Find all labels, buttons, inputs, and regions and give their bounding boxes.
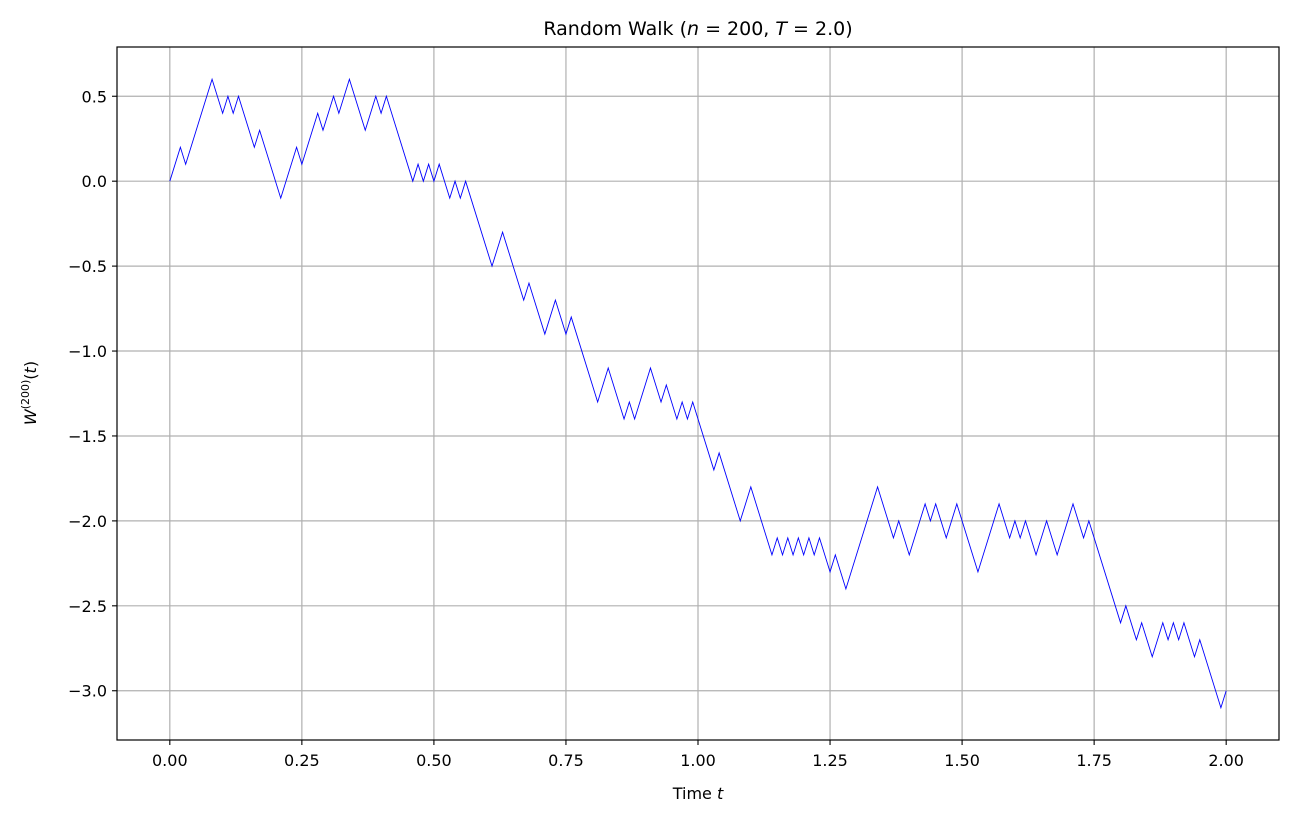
x-axis-ticks: 0.00 0.25 0.50 0.75 1.00 1.25 1.50 1.75 2.00	[152, 740, 1244, 770]
x-axis-label: Time t	[672, 784, 724, 803]
x-tick-label: 0.75	[548, 751, 584, 770]
y-tick-label: −2.0	[68, 512, 107, 531]
x-tick-label: 1.25	[812, 751, 848, 770]
chart-title: Random Walk (n = 200, T = 2.0)	[543, 18, 852, 40]
y-axis-label: W(200)(t)	[19, 361, 40, 425]
grid-lines	[117, 47, 1279, 740]
x-tick-label: 2.00	[1208, 751, 1244, 770]
series-layer	[169, 77, 1227, 710]
x-tick-label: 0.50	[416, 751, 452, 770]
x-tick-label: 1.50	[944, 751, 980, 770]
y-axis-ticks: 0.5 0.0 −0.5 −1.0 −1.5 −2.0 −2.5 −3.0	[68, 87, 117, 701]
x-tick-label: 0.25	[284, 751, 320, 770]
y-tick-label: −2.5	[68, 597, 107, 616]
y-tick-label: −3.0	[68, 682, 107, 701]
x-tick-label: 1.00	[680, 751, 716, 770]
y-tick-label: −1.5	[68, 427, 107, 446]
x-tick-label: 0.00	[152, 751, 188, 770]
y-tick-label: 0.5	[82, 87, 107, 106]
random-walk-line	[169, 77, 1227, 710]
y-tick-label: 0.0	[82, 172, 107, 191]
x-tick-label: 1.75	[1076, 751, 1112, 770]
y-tick-label: −0.5	[68, 257, 107, 276]
y-tick-label: −1.0	[68, 342, 107, 361]
